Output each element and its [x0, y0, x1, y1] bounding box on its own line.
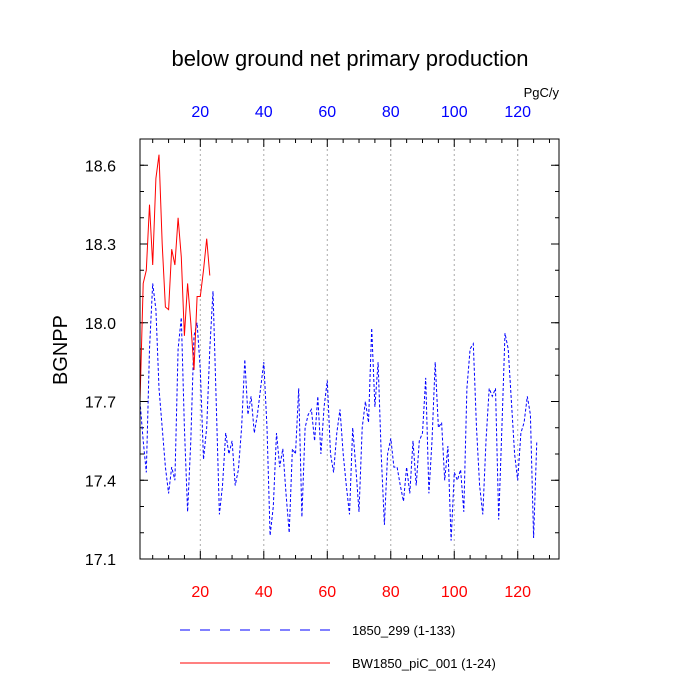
- y-tick-label: 18.0: [85, 316, 116, 333]
- y-tick-label: 17.4: [85, 473, 116, 490]
- y-axis-label: BGNPP: [50, 315, 72, 385]
- x-tick-label-top: 100: [441, 104, 468, 121]
- chart-title: below ground net primary production: [171, 46, 528, 71]
- x-tick-label-bottom: 80: [382, 584, 400, 601]
- x-tick-label-bottom: 60: [318, 584, 336, 601]
- grid-lines: [199, 139, 519, 559]
- y-tick-label: 18.6: [85, 158, 116, 175]
- x-tick-label-bottom: 20: [191, 584, 209, 601]
- x-tick-label-bottom: 100: [441, 584, 468, 601]
- y-tick-label: 18.3: [85, 237, 116, 254]
- legend-label: BW1850_piC_001 (1-24): [352, 656, 496, 671]
- x-tick-label-bottom: 40: [255, 584, 273, 601]
- x-tick-label-top: 80: [382, 104, 400, 121]
- legend-label: 1850_299 (1-133): [352, 623, 455, 638]
- tick-labels: 20 20 40 40 60 60 80 80 100 100 120 120 17.1 17.4 17.7…: [85, 104, 531, 601]
- series-1850-299-line: [139, 283, 538, 541]
- legend: 1850_299 (1-133) BW1850_piC_001 (1-24): [180, 623, 496, 671]
- axis-ticks: [140, 138, 559, 560]
- plot-frame: [139, 138, 560, 560]
- x-tick-label-bottom: 120: [504, 584, 531, 601]
- x-tick-label-top: 40: [255, 104, 273, 121]
- y-tick-label: 17.7: [85, 395, 116, 412]
- x-tick-label-top: 20: [191, 104, 209, 121]
- y-tick-label: 17.1: [85, 552, 116, 569]
- series-bw1850-line: [139, 154, 211, 402]
- units-label: PgC/y: [524, 85, 560, 100]
- x-tick-label-top: 60: [318, 104, 336, 121]
- x-tick-label-top: 120: [504, 104, 531, 121]
- series-lines: [139, 154, 538, 541]
